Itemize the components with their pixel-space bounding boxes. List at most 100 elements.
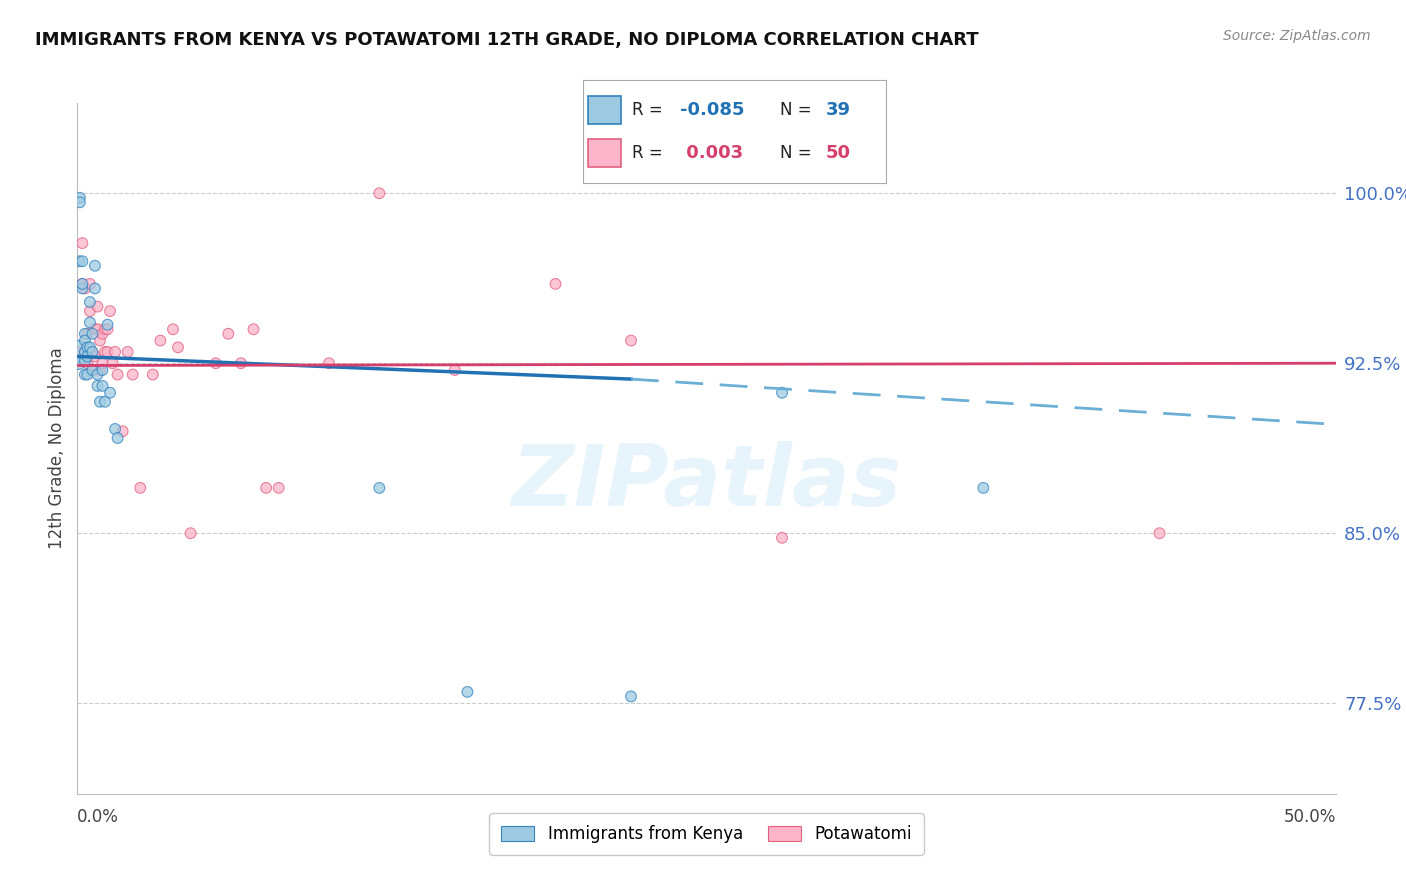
Point [770,385,793,400]
Point [86,368,108,382]
Point [254,481,277,495]
Point [79,340,101,354]
Point [98,385,121,400]
Text: 50.0%: 50.0% [1284,808,1336,826]
Point [82,363,104,377]
Point [162,322,184,336]
Point [82,363,104,377]
Point [73,345,96,359]
Point [368,481,391,495]
FancyBboxPatch shape [588,139,621,168]
Point [73,334,96,348]
Point [69,195,91,210]
Point [73,368,96,382]
Point [104,422,127,436]
Point [111,424,134,438]
Point [89,394,111,409]
FancyBboxPatch shape [588,95,621,124]
Point [67,350,90,364]
Point [69,191,91,205]
Point [79,304,101,318]
Point [620,334,643,348]
Point [107,368,129,382]
Point [267,481,290,495]
Point [76,368,98,382]
Point [84,259,107,273]
Point [620,690,643,704]
Point [84,350,107,364]
Point [82,345,104,359]
Text: R =: R = [631,101,662,119]
Text: 50: 50 [825,145,851,162]
Text: N =: N = [780,145,811,162]
Point [79,277,101,291]
Point [1149,526,1171,541]
Point [96,345,118,359]
Point [91,379,114,393]
Point [318,356,340,370]
Point [89,334,111,348]
Point [368,186,391,201]
Point [94,394,117,409]
Point [107,431,129,445]
Point [86,379,108,393]
Point [167,340,190,354]
Point [72,277,94,291]
Point [73,354,96,368]
Point [101,356,124,370]
Text: 0.003: 0.003 [681,145,744,162]
Point [91,363,114,377]
Point [129,481,152,495]
Text: IMMIGRANTS FROM KENYA VS POTAWATOMI 12TH GRADE, NO DIPLOMA CORRELATION CHART: IMMIGRANTS FROM KENYA VS POTAWATOMI 12TH… [35,31,979,49]
Point [73,281,96,295]
Point [544,277,567,291]
Point [117,345,139,359]
Point [456,685,478,699]
Point [96,318,118,332]
Point [86,300,108,314]
Point [82,345,104,359]
Y-axis label: 12th Grade, No Diploma: 12th Grade, No Diploma [48,347,66,549]
Point [79,315,101,329]
Text: ZIPatlas: ZIPatlas [512,442,901,524]
Point [72,277,94,291]
Point [104,345,127,359]
Point [149,334,172,348]
Point [73,326,96,341]
Text: R =: R = [631,145,662,162]
Text: 0.0%: 0.0% [77,808,120,826]
Point [84,281,107,295]
Point [91,356,114,370]
Point [76,340,98,354]
Text: 39: 39 [825,101,851,119]
Legend: Immigrants from Kenya, Potawatomi: Immigrants from Kenya, Potawatomi [489,814,924,855]
Point [67,345,90,359]
Point [217,326,239,341]
Text: -0.085: -0.085 [681,101,745,119]
Point [67,356,90,370]
Point [84,322,107,336]
Point [76,326,98,341]
Point [76,356,98,370]
Point [91,326,114,341]
Point [89,363,111,377]
Point [96,322,118,336]
Point [180,526,202,541]
Text: Source: ZipAtlas.com: Source: ZipAtlas.com [1223,29,1371,43]
Point [98,304,121,318]
Point [94,322,117,336]
Point [72,281,94,295]
Point [770,531,793,545]
Point [69,345,91,359]
Point [67,254,90,268]
Point [72,254,94,268]
Point [142,368,165,382]
Point [86,322,108,336]
Point [73,345,96,359]
Point [972,481,994,495]
Point [79,295,101,310]
Point [444,363,467,377]
Point [72,236,94,251]
Text: N =: N = [780,101,811,119]
Point [94,345,117,359]
